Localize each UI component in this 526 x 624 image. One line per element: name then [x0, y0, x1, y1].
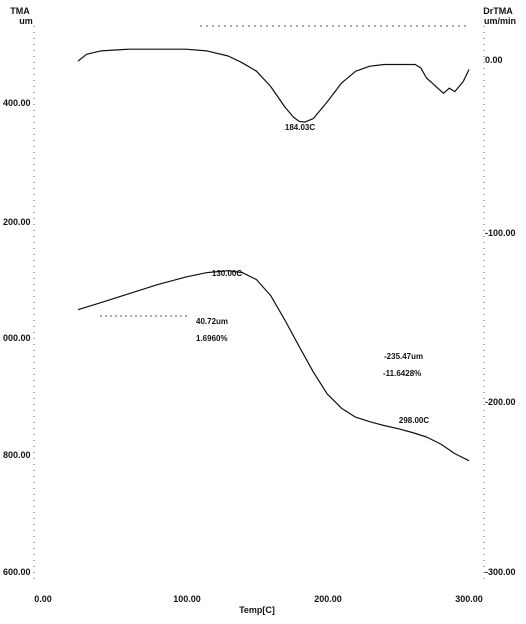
annotation-peak-temp: 184.03C [285, 123, 315, 132]
annotation-onset-temp: 130.00C [212, 269, 242, 278]
right-axis-header-unit: um/min [484, 16, 516, 26]
left-tick-label: 000.00 [3, 333, 31, 343]
annotation-end-temp: 298.00C [399, 416, 429, 425]
right-tick-label: -300.00 [485, 567, 516, 577]
x-tick-label: 100.00 [173, 594, 201, 604]
annotation-contraction: -235.47um [384, 352, 423, 361]
right-tick-label: -100.00 [485, 228, 516, 238]
left-tick-label: 200.00 [3, 217, 31, 227]
x-tick-label: 300.00 [455, 594, 483, 604]
right-tick-label: 0.00 [485, 55, 503, 65]
left-tick-label: 400.00 [3, 98, 31, 108]
left-tick-label: 800.00 [3, 450, 31, 460]
annotation-expansion-percent: 1.6960% [196, 334, 228, 343]
right-axis-header-drtma: DrTMA [483, 6, 513, 16]
x-tick-label: 200.00 [314, 594, 342, 604]
x-tick-label: 0.00 [34, 594, 52, 604]
annotation-contraction-percent: -11.6428% [383, 369, 421, 378]
annotation-expansion: 40.72um [196, 317, 228, 326]
left-tick-label: 600.00 [3, 567, 31, 577]
drtma-series-line [77, 48, 470, 123]
text-layer: TMA um DrTMA um/min 400.00 200.00 000.00… [3, 6, 516, 615]
right-tick-label: -200.00 [485, 397, 516, 407]
x-axis-label: Temp[C] [239, 605, 275, 615]
series-layer [77, 48, 470, 462]
left-axis-header-unit: um [19, 16, 33, 26]
plot-frame [33, 25, 485, 580]
left-axis-header-tma: TMA [10, 6, 30, 16]
tma-series-line [77, 270, 470, 462]
